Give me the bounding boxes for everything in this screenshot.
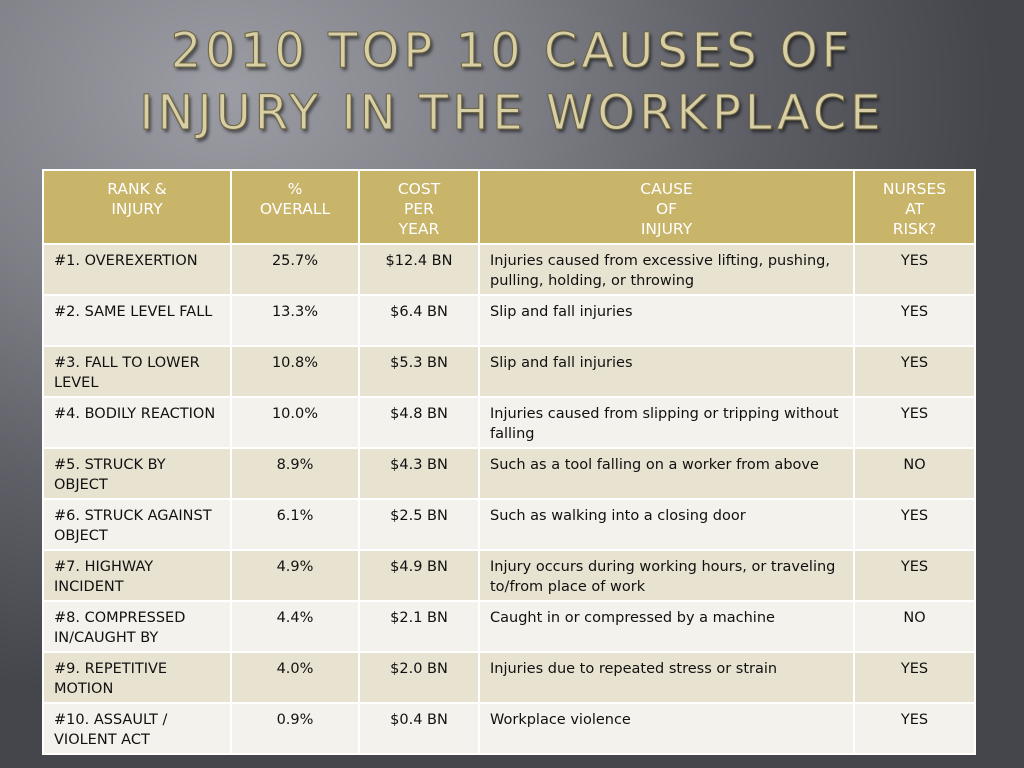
table-row: #9. REPETITIVE MOTION 4.0% $2.0 BN Injur… (42, 651, 976, 704)
table-row: #1. OVEREXERTION 25.7% $12.4 BN Injuries… (42, 243, 976, 296)
cell-rank: #4. BODILY REACTION (42, 396, 232, 449)
cell-cause: Such as walking into a closing door (478, 498, 855, 551)
cell-percent: 4.9% (230, 549, 360, 602)
cell-cause: Slip and fall injuries (478, 294, 855, 347)
table-header-row: RANK & INJURY % OVERALL COST PER YEAR CA… (42, 169, 976, 245)
cell-cost: $5.3 BN (358, 345, 480, 398)
cell-cause: Workplace violence (478, 702, 855, 755)
table-row: #7. HIGHWAY INCIDENT 4.9% $4.9 BN Injury… (42, 549, 976, 602)
cell-rank: #9. REPETITIVE MOTION (42, 651, 232, 704)
header-text: OF (655, 200, 678, 218)
table-row: #5. STRUCK BY OBJECT 8.9% $4.3 BN Such a… (42, 447, 976, 500)
header-rank-injury: RANK & INJURY (42, 169, 232, 245)
cell-rank: #1. OVEREXERTION (42, 243, 232, 296)
header-text: RANK & (107, 180, 167, 198)
cell-cause: Such as a tool falling on a worker from … (478, 447, 855, 500)
table-row: #2. SAME LEVEL FALL 13.3% $6.4 BN Slip a… (42, 294, 976, 347)
cell-percent: 0.9% (230, 702, 360, 755)
header-nurses-at-risk: NURSES AT RISK? (853, 169, 976, 245)
cell-cost: $12.4 BN (358, 243, 480, 296)
cell-rank: #3. FALL TO LOWER LEVEL (42, 345, 232, 398)
cell-rank: #6. STRUCK AGAINST OBJECT (42, 498, 232, 551)
cell-cost: $2.1 BN (358, 600, 480, 653)
cell-rank: #8. COMPRESSED IN/CAUGHT BY (42, 600, 232, 653)
header-cause-of-injury: CAUSE OF INJURY (478, 169, 855, 245)
cell-cost: $2.0 BN (358, 651, 480, 704)
cell-percent: 10.0% (230, 396, 360, 449)
header-text: INJURY (111, 200, 163, 218)
cell-cause: Injuries due to repeated stress or strai… (478, 651, 855, 704)
cell-percent: 4.0% (230, 651, 360, 704)
cell-cause: Injury occurs during working hours, or t… (478, 549, 855, 602)
cell-nurses-risk: YES (853, 702, 976, 755)
cell-cost: $6.4 BN (358, 294, 480, 347)
header-percent-overall: % OVERALL (230, 169, 360, 245)
header-text: NURSES (882, 180, 947, 198)
cell-percent: 25.7% (230, 243, 360, 296)
table-row: #8. COMPRESSED IN/CAUGHT BY 4.4% $2.1 BN… (42, 600, 976, 653)
cell-percent: 8.9% (230, 447, 360, 500)
cell-cost: $2.5 BN (358, 498, 480, 551)
cell-rank: #5. STRUCK BY OBJECT (42, 447, 232, 500)
cell-nurses-risk: YES (853, 651, 976, 704)
cell-percent: 13.3% (230, 294, 360, 347)
cell-rank: #10. ASSAULT / VIOLENT ACT (42, 702, 232, 755)
cell-nurses-risk: YES (853, 549, 976, 602)
cell-cost: $4.9 BN (358, 549, 480, 602)
cell-nurses-risk: YES (853, 498, 976, 551)
header-text: INJURY (640, 220, 693, 238)
cell-percent: 4.4% (230, 600, 360, 653)
header-text: RISK? (892, 220, 937, 238)
cell-cost: $4.8 BN (358, 396, 480, 449)
cell-cause: Injuries caused from slipping or trippin… (478, 396, 855, 449)
cell-cost: $4.3 BN (358, 447, 480, 500)
cell-rank: #7. HIGHWAY INCIDENT (42, 549, 232, 602)
cell-nurses-risk: YES (853, 345, 976, 398)
cell-cause: Injuries caused from excessive lifting, … (478, 243, 855, 296)
header-cost-per-year: COST PER YEAR (358, 169, 480, 245)
header-text: CAUSE (640, 180, 693, 198)
cell-percent: 10.8% (230, 345, 360, 398)
table-row: #6. STRUCK AGAINST OBJECT 6.1% $2.5 BN S… (42, 498, 976, 551)
injury-table: RANK & INJURY % OVERALL COST PER YEAR CA… (42, 169, 976, 755)
slide-title: 2010 Top 10 Causes of Injury in the Work… (0, 20, 1024, 144)
injury-table-container: RANK & INJURY % OVERALL COST PER YEAR CA… (42, 169, 976, 755)
table-row: #4. BODILY REACTION 10.0% $4.8 BN Injuri… (42, 396, 976, 449)
cell-nurses-risk: NO (853, 447, 976, 500)
header-text: % (287, 180, 303, 198)
header-text: YEAR (398, 220, 440, 238)
cell-cause: Caught in or compressed by a machine (478, 600, 855, 653)
cell-nurses-risk: NO (853, 600, 976, 653)
cell-nurses-risk: YES (853, 396, 976, 449)
slide-title-line-2: Injury in the Workplace (139, 85, 885, 142)
cell-cost: $0.4 BN (358, 702, 480, 755)
header-text: PER (404, 200, 434, 218)
header-text: COST (397, 180, 441, 198)
cell-rank: #2. SAME LEVEL FALL (42, 294, 232, 347)
cell-nurses-risk: YES (853, 294, 976, 347)
table-row: #10. ASSAULT / VIOLENT ACT 0.9% $0.4 BN … (42, 702, 976, 755)
cell-cause: Slip and fall injuries (478, 345, 855, 398)
header-text: OVERALL (259, 200, 331, 218)
slide-title-line-1: 2010 Top 10 Causes of (170, 23, 854, 80)
cell-percent: 6.1% (230, 498, 360, 551)
header-text: AT (905, 200, 924, 218)
cell-nurses-risk: YES (853, 243, 976, 296)
table-row: #3. FALL TO LOWER LEVEL 10.8% $5.3 BN Sl… (42, 345, 976, 398)
